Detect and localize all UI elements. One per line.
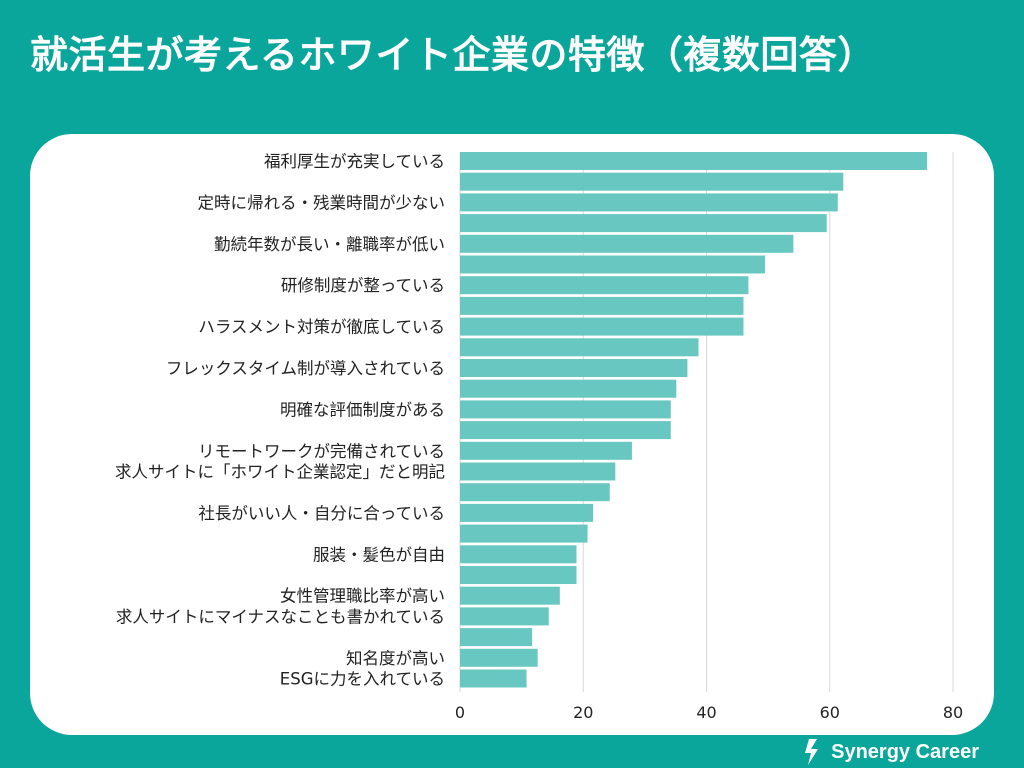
category-label: リモートワークが完備されている	[198, 442, 445, 461]
brand-logo: Synergy Career	[803, 738, 979, 766]
category-label: 求人サイトに「ホワイト企業認定」だと明記	[115, 463, 445, 482]
bar	[460, 566, 577, 584]
category-label: 研修制度が整っている	[281, 276, 445, 295]
category-label: 女性管理職比率が高い	[280, 587, 445, 606]
bar	[460, 296, 744, 315]
bar	[460, 400, 671, 419]
bar	[460, 234, 794, 253]
category-label: フレックスタイム制が導入されている	[166, 359, 445, 378]
category-label: 明確な評価制度がある	[280, 400, 445, 419]
category-label: 服装・髪色が自由	[313, 545, 445, 564]
x-tick-label: 40	[696, 703, 716, 722]
bar	[460, 607, 549, 626]
x-tick-label: 0	[455, 703, 465, 722]
bar	[460, 545, 577, 564]
bar	[460, 172, 844, 191]
category-label-layer: 福利厚生が充実している定時に帰れる・残業時間が少ない勤続年数が長い・離職率が低い…	[115, 152, 445, 689]
x-tick-layer: 0 20 40 60 80	[455, 703, 963, 722]
x-tick-label: 60	[820, 703, 840, 722]
bar	[460, 441, 632, 460]
x-tick-label: 80	[943, 703, 963, 722]
brand-name: Synergy Career	[831, 740, 979, 763]
bar	[460, 317, 744, 336]
bar	[460, 193, 838, 212]
bar	[460, 255, 766, 274]
bar	[460, 524, 588, 543]
category-label: ハラスメント対策が徹底している	[198, 318, 445, 337]
bar	[460, 586, 560, 605]
page-title: 就活生が考えるホワイト企業の特徴（複数回答）	[30, 33, 876, 77]
bar	[460, 379, 677, 398]
bar	[460, 503, 594, 522]
category-label: 求人サイトにマイナスなことも書かれている	[116, 607, 445, 626]
bar-layer	[460, 152, 928, 688]
bar	[460, 276, 749, 295]
synergy-career-logo-icon	[805, 739, 819, 765]
bar	[460, 359, 688, 377]
bar	[460, 338, 699, 357]
bar	[460, 648, 538, 667]
category-label: 社長がいい人・自分に合っている	[198, 504, 445, 523]
category-label: 知名度が高い	[346, 649, 445, 668]
bar	[460, 462, 616, 481]
category-label: 勤続年数が長い・離職率が低い	[214, 235, 445, 254]
bar	[460, 669, 527, 688]
bar	[460, 421, 671, 440]
bar	[460, 628, 533, 647]
bar	[460, 214, 827, 233]
bar	[460, 483, 610, 502]
category-label: ESGに力を入れている	[280, 670, 445, 689]
bar	[460, 152, 928, 170]
category-label: 福利厚生が充実している	[264, 152, 445, 171]
x-tick-label: 20	[573, 703, 593, 722]
category-label: 定時に帰れる・残業時間が少ない	[198, 193, 446, 212]
